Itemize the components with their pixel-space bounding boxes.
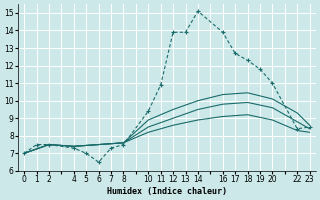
- X-axis label: Humidex (Indice chaleur): Humidex (Indice chaleur): [107, 187, 227, 196]
